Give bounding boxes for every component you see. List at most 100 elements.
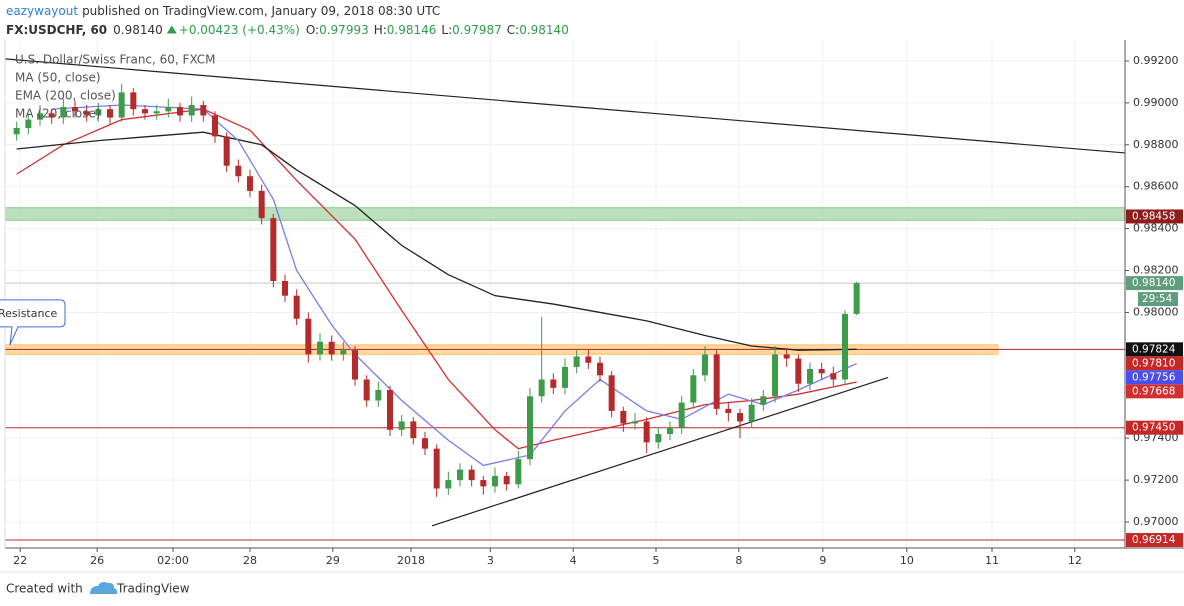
legend-entry: EMA (200, close) [15,89,116,103]
candle-body [282,281,288,296]
candle-body [620,410,627,424]
candle-body [305,318,312,355]
x-tick-label: 11 [985,554,999,567]
candle-body [690,375,697,403]
logo [90,582,118,594]
callout-box [0,299,66,346]
x-tick-label: 28 [243,554,257,567]
candle-body [107,109,113,118]
o-label: O: [306,23,319,37]
footer-brand[interactable]: TradingView [116,582,190,596]
header-line: eazywayout published on TradingView.com, … [6,4,440,18]
candle-body [608,375,615,411]
candle-body [177,107,183,116]
y-tick-label: 0.98600 [1133,180,1179,193]
candle-body [142,109,148,114]
candle-body [737,413,743,422]
x-tick-label: 9 [819,554,826,567]
candle-body [538,379,545,397]
candle-body [363,379,370,401]
candle-body [258,190,265,219]
candle-body [410,421,417,439]
candle-body [387,389,393,430]
candle-body [585,356,592,363]
candle-body [818,369,825,374]
candle-body [445,480,452,489]
candle-body [95,109,102,116]
candle-body [655,433,662,443]
candle-body [352,350,358,380]
price-label: 0.96914 [1132,534,1176,546]
candle-body [853,283,860,314]
candle-body [37,113,43,120]
candle-body [748,404,755,422]
countdown-bg [1138,292,1178,307]
candle-body [550,379,557,388]
candle-body [725,408,732,414]
y-tick-label: 0.99200 [1133,54,1179,67]
price-label-bg [1126,356,1183,371]
price-label-bg [1126,420,1183,435]
x-tick-label: 10 [900,554,914,567]
candle-body [130,92,137,110]
y-tick-label: 0.97000 [1133,515,1179,528]
candle-body [188,104,195,116]
footer-created: Created with [6,582,83,596]
plot-area [5,40,1125,548]
candle-body [317,341,323,355]
y-tick-label: 0.97200 [1133,473,1179,486]
candle-body [340,350,347,355]
candle-body [60,107,67,118]
o-value: 0.97993 [319,23,369,37]
candle-body [480,480,487,487]
candle-body [830,373,837,380]
candle-body [165,107,172,112]
candle-body [760,396,767,405]
candle-body [433,448,440,489]
y-tick-label: 0.98000 [1133,305,1179,318]
candle-body [375,389,382,401]
y-tick-label: 0.98200 [1133,264,1179,277]
candle-body [223,136,230,166]
candle-body [25,119,32,129]
candle-body [573,356,580,367]
x-tick-label: 5 [653,554,660,567]
trendline [5,58,1125,154]
candle-body [515,459,522,485]
x-tick-label: 02:00 [157,554,189,567]
candle-body [503,475,510,485]
candle-body [795,358,802,384]
price-label: 0.97756 [1132,371,1176,383]
change: +0.00423 (+0.43%) [179,23,300,37]
change-arrow [166,25,177,34]
price-label-bg [1126,384,1183,399]
candle-body [492,475,498,487]
h-value: 0.98146 [387,23,437,37]
candle-body [527,396,533,460]
candle-body [200,104,207,116]
callout-text: Resistance [0,307,58,320]
ma-line [51,104,857,467]
candle-body [643,421,650,443]
x-tick-label: 8 [735,554,742,567]
price-label-bg [1126,209,1183,224]
trendline [431,376,889,527]
candle-body [632,421,638,424]
price-label: 0.98458 [1132,210,1175,222]
last-price: 0.98140 [113,23,163,37]
candle-body [118,92,125,118]
price-label: 0.97668 [1132,385,1175,397]
y-tick-label: 0.98400 [1133,222,1179,235]
countdown: 29:54 [1142,293,1173,305]
author[interactable]: eazywayout [6,4,78,18]
c-label: C: [507,23,519,37]
candle-body [235,165,242,177]
candle-body [212,115,218,137]
candle-body [667,427,673,434]
candle-body [247,176,253,191]
candle-body [457,469,463,481]
published: published on TradingView.com, January 09… [82,4,440,18]
price-label-bg [1126,342,1183,357]
